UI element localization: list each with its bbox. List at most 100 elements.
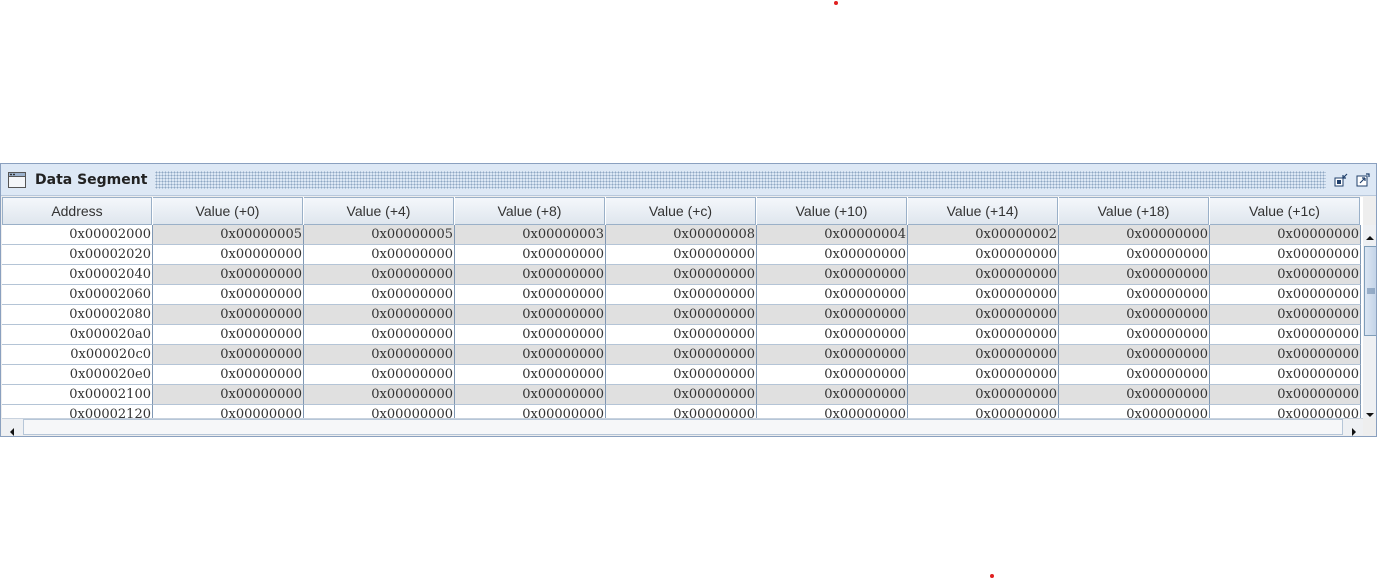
value-cell[interactable]: 0x00000000 [606,345,757,365]
value-cell[interactable]: 0x00000000 [304,305,455,325]
value-cell[interactable]: 0x00000000 [1210,345,1361,365]
value-cell[interactable]: 0x00000000 [304,285,455,305]
value-cell[interactable]: 0x00000000 [1059,225,1210,245]
value-cell[interactable]: 0x00000000 [908,305,1059,325]
table-row[interactable]: 0x000020c0 0x00000000 0x00000000 0x00000000… [2,345,1363,365]
scroll-up-arrow-icon[interactable] [1365,228,1375,240]
value-cell[interactable]: 0x00000000 [304,325,455,345]
value-cell[interactable]: 0x00000000 [606,365,757,385]
value-cell[interactable]: 0x00000000 [153,245,304,265]
value-cell[interactable]: 0x00000000 [757,405,908,418]
column-header[interactable]: Value (+4) [304,197,454,225]
table-row[interactable]: 0x00002100 0x00000000 0x00000000 0x00000000… [2,385,1363,405]
value-cell[interactable]: 0x00000004 [757,225,908,245]
table-row[interactable]: 0x000020a0 0x00000000 0x00000000 0x00000000… [2,325,1363,345]
scroll-left-arrow-icon[interactable] [7,422,17,436]
column-header[interactable]: Value (+0) [153,197,303,225]
value-cell[interactable]: 0x00000000 [455,385,606,405]
value-cell[interactable]: 0x00000000 [1210,365,1361,385]
value-cell[interactable]: 0x00000000 [304,385,455,405]
value-cell[interactable]: 0x00000000 [455,265,606,285]
value-cell[interactable]: 0x00000000 [1210,305,1361,325]
value-cell[interactable]: 0x00000000 [153,325,304,345]
scroll-down-arrow-icon[interactable] [1365,405,1375,417]
value-cell[interactable]: 0x00000000 [455,345,606,365]
column-header[interactable]: Value (+1c) [1210,197,1360,225]
value-cell[interactable]: 0x00000000 [908,345,1059,365]
value-cell[interactable]: 0x00000000 [1210,325,1361,345]
value-cell[interactable]: 0x00000000 [1059,305,1210,325]
value-cell[interactable]: 0x00000000 [606,305,757,325]
value-cell[interactable]: 0x00000000 [908,405,1059,418]
value-cell[interactable]: 0x00000000 [153,345,304,365]
value-cell[interactable]: 0x00000000 [1059,265,1210,285]
value-cell[interactable]: 0x00000000 [1210,285,1361,305]
value-cell[interactable]: 0x00000000 [455,245,606,265]
window-titlebar[interactable]: Data Segment [1,164,1376,196]
value-cell[interactable]: 0x00000000 [153,405,304,418]
value-cell[interactable]: 0x00000000 [1210,265,1361,285]
value-cell[interactable]: 0x00000000 [1059,365,1210,385]
value-cell[interactable]: 0x00000000 [908,365,1059,385]
value-cell[interactable]: 0x00000000 [153,305,304,325]
value-cell[interactable]: 0x00000000 [606,245,757,265]
column-header-address[interactable]: Address [2,197,152,225]
column-header[interactable]: Value (+14) [908,197,1058,225]
vertical-scroll-thumb[interactable] [1364,246,1376,336]
value-cell[interactable]: 0x00000000 [304,365,455,385]
value-cell[interactable]: 0x00000002 [908,225,1059,245]
column-header[interactable]: Value (+8) [455,197,605,225]
value-cell[interactable]: 0x00000000 [455,365,606,385]
table-row[interactable]: 0x00002000 0x00000005 0x00000005 0x00000003… [2,225,1363,245]
horizontal-scrollbar[interactable] [2,418,1363,436]
value-cell[interactable]: 0x00000000 [304,265,455,285]
value-cell[interactable]: 0x00000000 [1059,405,1210,418]
table-row[interactable]: 0x00002080 0x00000000 0x00000000 0x00000000… [2,305,1363,325]
value-cell[interactable]: 0x00000005 [153,225,304,245]
value-cell[interactable]: 0x00000000 [153,265,304,285]
value-cell[interactable]: 0x00000000 [908,325,1059,345]
value-cell[interactable]: 0x00000000 [757,365,908,385]
value-cell[interactable]: 0x00000008 [606,225,757,245]
table-row[interactable]: 0x00002120 0x00000000 0x00000000 0x00000000… [2,405,1363,418]
value-cell[interactable]: 0x00000000 [606,265,757,285]
value-cell[interactable]: 0x00000000 [304,405,455,418]
value-cell[interactable]: 0x00000000 [606,405,757,418]
value-cell[interactable]: 0x00000000 [1210,405,1361,418]
value-cell[interactable]: 0x00000000 [606,285,757,305]
value-cell[interactable]: 0x00000000 [153,365,304,385]
value-cell[interactable]: 0x00000003 [455,225,606,245]
value-cell[interactable]: 0x00000000 [1210,245,1361,265]
value-cell[interactable]: 0x00000000 [1059,245,1210,265]
value-cell[interactable]: 0x00000000 [304,245,455,265]
value-cell[interactable]: 0x00000000 [455,305,606,325]
minimize-icon[interactable] [1332,171,1350,189]
value-cell[interactable]: 0x00000000 [455,405,606,418]
value-cell[interactable]: 0x00000000 [757,345,908,365]
column-header[interactable]: Value (+10) [757,197,907,225]
table-row[interactable]: 0x00002060 0x00000000 0x00000000 0x00000000… [2,285,1363,305]
value-cell[interactable]: 0x00000000 [757,245,908,265]
value-cell[interactable]: 0x00000000 [1210,225,1361,245]
value-cell[interactable]: 0x00000000 [1210,385,1361,405]
value-cell[interactable]: 0x00000000 [908,285,1059,305]
value-cell[interactable]: 0x00000000 [908,385,1059,405]
value-cell[interactable]: 0x00000000 [1059,285,1210,305]
value-cell[interactable]: 0x00000000 [757,265,908,285]
value-cell[interactable]: 0x00000000 [757,325,908,345]
value-cell[interactable]: 0x00000000 [153,385,304,405]
value-cell[interactable]: 0x00000005 [304,225,455,245]
column-header[interactable]: Value (+c) [606,197,756,225]
value-cell[interactable]: 0x00000000 [153,285,304,305]
value-cell[interactable]: 0x00000000 [606,385,757,405]
value-cell[interactable]: 0x00000000 [1059,325,1210,345]
value-cell[interactable]: 0x00000000 [455,285,606,305]
value-cell[interactable]: 0x00000000 [455,325,606,345]
column-header[interactable]: Value (+18) [1059,197,1209,225]
value-cell[interactable]: 0x00000000 [1059,385,1210,405]
value-cell[interactable]: 0x00000000 [606,325,757,345]
table-row[interactable]: 0x00002020 0x00000000 0x00000000 0x00000000… [2,245,1363,265]
value-cell[interactable]: 0x00000000 [908,265,1059,285]
value-cell[interactable]: 0x00000000 [908,245,1059,265]
value-cell[interactable]: 0x00000000 [757,285,908,305]
